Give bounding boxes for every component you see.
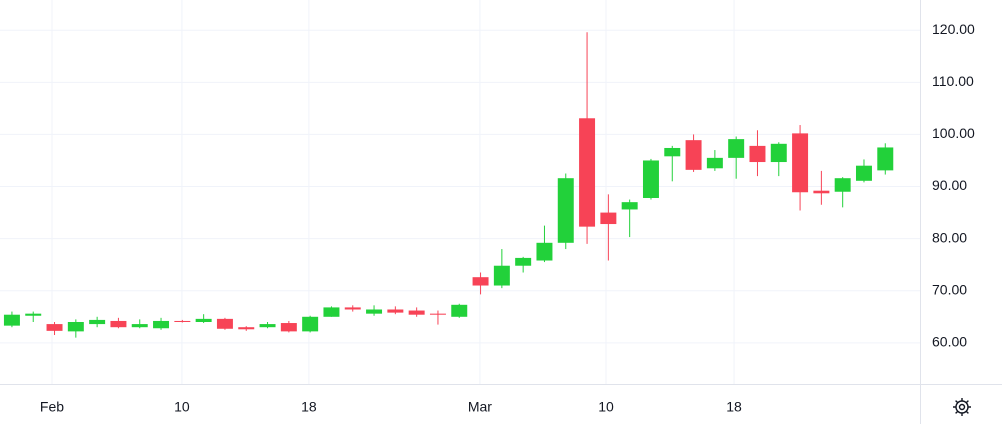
candle-body <box>174 320 191 322</box>
candle-body <box>387 309 404 313</box>
candle-body <box>259 324 276 328</box>
candle-body <box>46 324 63 331</box>
x-tick-label: 18 <box>301 399 317 415</box>
candle-body <box>515 257 532 266</box>
candle-body <box>706 157 723 169</box>
x-tick-label: Feb <box>40 399 64 415</box>
candle-body <box>877 147 894 171</box>
x-tick-label: Mar <box>468 399 492 415</box>
candle-body <box>600 212 617 225</box>
candle-body <box>323 307 340 317</box>
candle-body <box>451 304 468 317</box>
candle-body <box>792 133 809 193</box>
candle-body <box>153 320 170 329</box>
candle-body <box>579 118 596 227</box>
y-tick-label: 60.00 <box>932 334 967 350</box>
candle-body <box>216 318 233 329</box>
candle-body <box>366 309 383 314</box>
y-tick-label: 90.00 <box>932 177 967 193</box>
candle-body <box>834 178 851 192</box>
candle-body <box>728 139 745 158</box>
candle-body <box>408 310 425 315</box>
candle-body <box>302 316 319 332</box>
x-tick-label: 10 <box>598 399 614 415</box>
candle-body <box>642 160 659 198</box>
candle-body <box>557 178 574 243</box>
candle-body <box>664 147 681 157</box>
candle-body <box>3 314 20 326</box>
candle-body <box>195 318 212 322</box>
y-tick-label: 110.00 <box>932 73 974 89</box>
candle-body <box>67 321 84 332</box>
candle-body <box>131 324 148 328</box>
candle-body <box>89 319 106 325</box>
candle-body <box>685 140 702 170</box>
candle-body <box>25 313 42 316</box>
candle-body <box>813 190 830 194</box>
candle-body <box>770 143 787 163</box>
candle-body <box>855 165 872 181</box>
candle-body <box>493 265 510 286</box>
x-tick-label: 18 <box>726 399 742 415</box>
y-tick-label: 120.00 <box>932 21 975 37</box>
candle-body <box>536 242 553 261</box>
settings-icon[interactable] <box>953 398 971 416</box>
y-tick-label: 100.00 <box>932 125 975 141</box>
candle-body <box>110 320 127 328</box>
y-tick-label: 80.00 <box>932 229 967 245</box>
candle-body <box>429 313 446 315</box>
candle-body <box>344 307 361 310</box>
candle-body <box>749 145 766 163</box>
x-tick-label: 10 <box>174 399 190 415</box>
candle-body <box>280 323 297 332</box>
candle-body <box>238 327 255 330</box>
candle-body <box>621 202 638 210</box>
candle-body <box>472 277 489 286</box>
y-tick-label: 70.00 <box>932 281 967 297</box>
